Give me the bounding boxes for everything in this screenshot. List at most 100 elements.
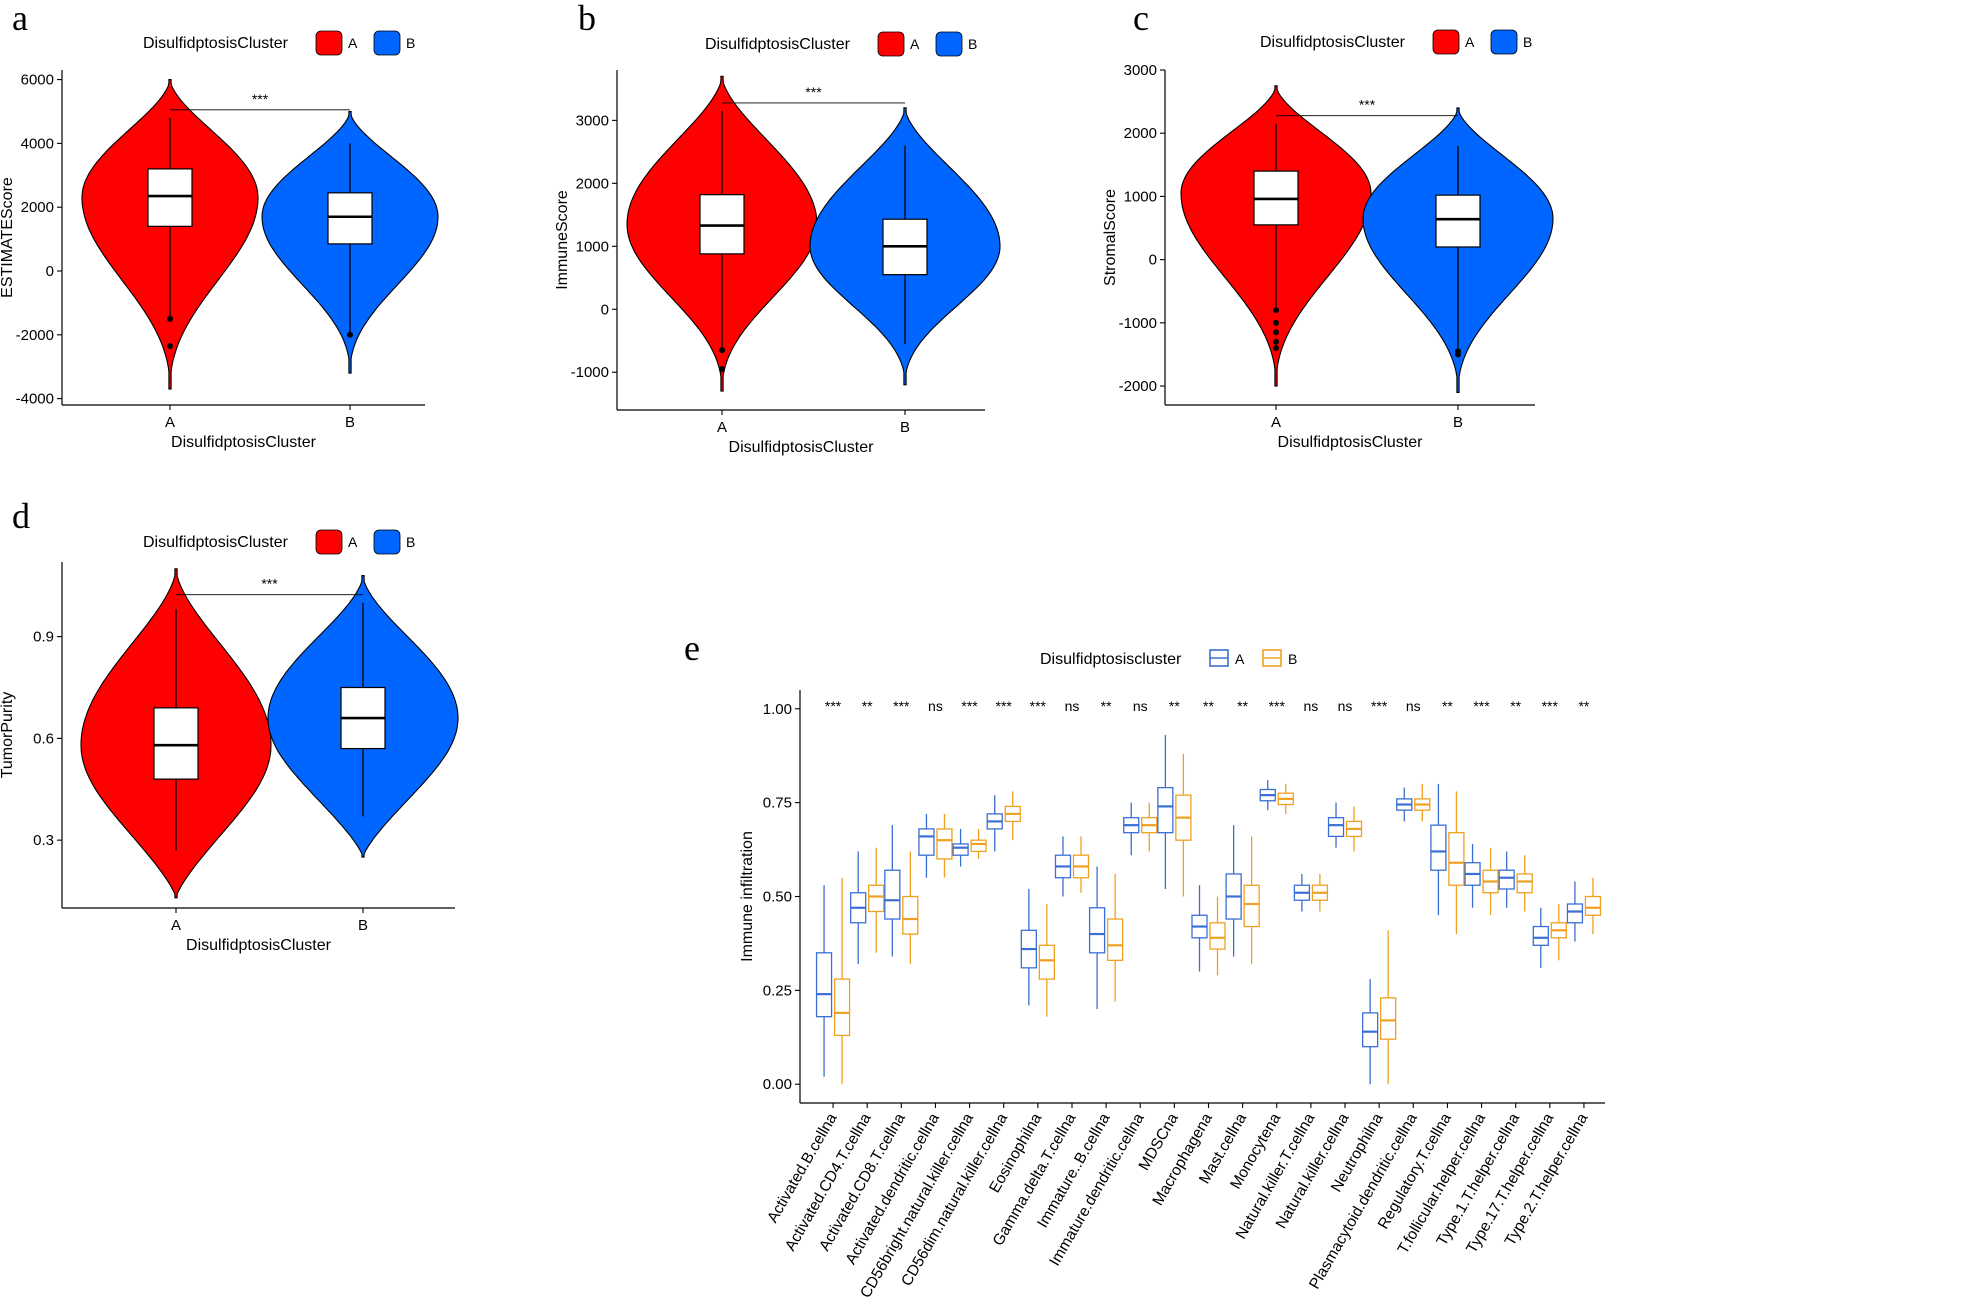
significance-label: *** [893, 698, 910, 714]
panel-label: b [578, 0, 596, 38]
significance-label: *** [996, 698, 1013, 714]
y-axis-title: StromalScore [1102, 189, 1119, 286]
outlier-point [1455, 351, 1461, 358]
legend-label-A: A [1235, 651, 1245, 667]
legend-label-A: A [1465, 34, 1475, 50]
legend-swatch-B [935, 31, 963, 57]
box-A [1532, 925, 1549, 946]
box-A [815, 952, 833, 1018]
x-axis-title: DisulfidptosisCluster [171, 434, 317, 451]
y-tick-label: 0.6 [33, 730, 54, 747]
significance-label: *** [1473, 698, 1490, 714]
significance-label: *** [1269, 698, 1286, 714]
x-axis-title: DisulfidptosisCluster [186, 937, 332, 954]
outlier-point [719, 347, 725, 354]
y-axis-title: ImmuneScore [554, 190, 571, 290]
significance-label: *** [1030, 698, 1047, 714]
x-axis-title: DisulfidptosisCluster [729, 439, 875, 456]
box-A [1566, 903, 1584, 924]
x-tick-label: B [358, 917, 368, 934]
legend-title: DisulfidptosisCluster [1260, 34, 1406, 51]
legend-swatch-A [877, 31, 905, 57]
y-tick-label: 0 [1149, 252, 1157, 269]
box-B [902, 895, 919, 935]
box-B [833, 978, 851, 1037]
legend-swatch-A [315, 529, 343, 555]
y-tick-label: 0 [46, 263, 54, 280]
y-tick-label: 1000 [576, 238, 609, 255]
box-B [1435, 194, 1481, 248]
box-B [1448, 832, 1465, 886]
panel-label: e [684, 628, 700, 668]
box-B [1106, 918, 1124, 961]
legend-title: DisulfidptosisCluster [143, 35, 289, 52]
significance-label: ns [1406, 698, 1421, 714]
legend-swatch-B [373, 529, 401, 555]
outlier-point [1273, 338, 1279, 345]
significance-label: *** [1359, 97, 1376, 113]
box-A [1327, 817, 1345, 838]
x-tick-label: A [1271, 414, 1281, 431]
outlier-point [719, 366, 725, 373]
significance-label: ** [862, 698, 873, 714]
legend-label-B: B [406, 534, 415, 550]
y-tick-label: 3000 [576, 112, 609, 129]
box-B [1516, 873, 1533, 894]
legend-swatch-A [315, 30, 343, 56]
outlier-point [1273, 319, 1279, 326]
outlier-point [1273, 307, 1279, 314]
legend-swatch-B [1490, 29, 1518, 55]
legend-title: Disulfidptosiscluster [1040, 651, 1182, 668]
significance-label: ** [1237, 698, 1248, 714]
significance-label: *** [252, 91, 269, 107]
box-B [936, 828, 953, 860]
x-tick-label: A [717, 419, 727, 436]
legend-label-B: B [406, 35, 415, 51]
legend-label-A: A [910, 36, 920, 52]
box-A [153, 707, 199, 780]
panel-d: d DisulfidptosisCluster A B 0.3 0.6 0.9 TumorPu… [0, 496, 459, 954]
x-axis-title: DisulfidptosisCluster [1278, 434, 1424, 451]
significance-label: ns [1303, 698, 1318, 714]
y-tick-label: -2000 [16, 327, 54, 344]
box-A [1088, 907, 1106, 954]
significance-label: *** [1371, 698, 1388, 714]
legend-swatch-B [373, 30, 401, 56]
y-tick-label: 2000 [576, 175, 609, 192]
box-A [1430, 824, 1447, 871]
y-tick-label: -4000 [16, 391, 54, 408]
x-tick-label: B [1453, 414, 1463, 431]
legend-label-A: A [348, 534, 358, 550]
significance-label: ** [1578, 698, 1589, 714]
y-tick-label: 0.3 [33, 832, 54, 849]
y-tick-label: 2000 [1124, 125, 1157, 142]
significance-label: *** [825, 698, 842, 714]
y-tick-label: 4000 [21, 135, 54, 152]
significance-label: *** [261, 576, 278, 592]
y-tick-label: 1000 [1124, 188, 1157, 205]
y-tick-label: 6000 [21, 72, 54, 89]
panel-label: d [12, 496, 30, 536]
box-B [1584, 895, 1602, 916]
legend-label-A: A [348, 35, 358, 51]
significance-label: ** [1442, 698, 1453, 714]
panel-c: c DisulfidptosisCluster A B -2000 -1000 0 1000 2… [1102, 0, 1554, 451]
panel-e: e Disulfidptosiscluster A B 0.00 0.25 0.50 0.75… [684, 628, 1605, 1301]
legend-label-B: B [968, 36, 977, 52]
y-tick-label: 2000 [21, 199, 54, 216]
significance-label: ** [1169, 698, 1180, 714]
y-axis-title: TumorPurity [0, 692, 16, 779]
panel-a: a DisulfidptosisCluster A B -4000 -2000 0 2000 4… [0, 0, 439, 451]
significance-label: ns [1065, 698, 1080, 714]
significance-label: ** [1510, 698, 1521, 714]
significance-label: ns [928, 698, 943, 714]
outlier-point [167, 342, 173, 349]
box-A [147, 168, 193, 227]
y-tick-label: 0.75 [763, 795, 792, 812]
box-A [1157, 786, 1174, 834]
box-A [1498, 869, 1515, 890]
y-axis-title: ESTIMATEScore [0, 177, 16, 298]
y-tick-label: -1000 [571, 364, 609, 381]
